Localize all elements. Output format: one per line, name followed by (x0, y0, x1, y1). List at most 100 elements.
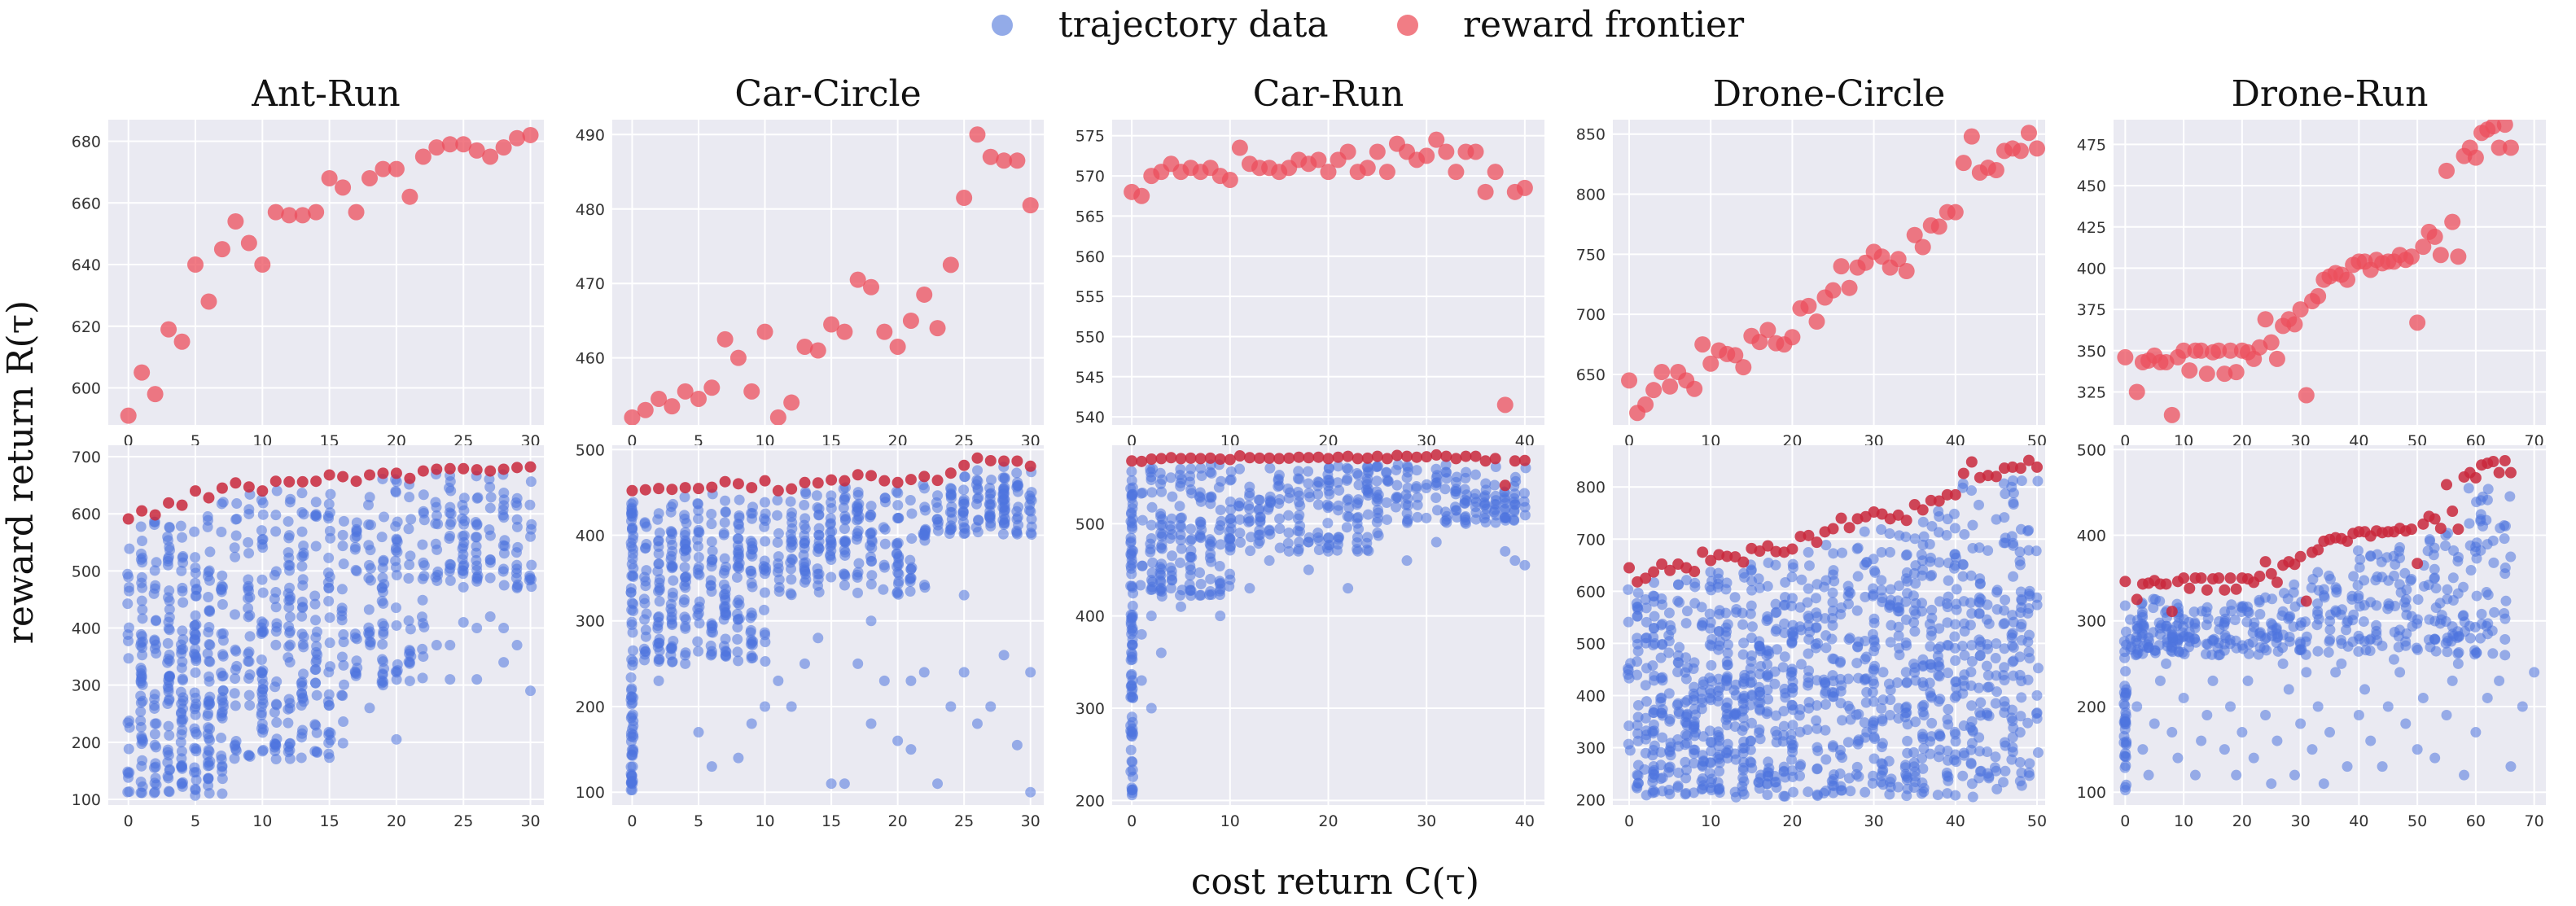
trajectory-point (1965, 680, 1977, 691)
frontier-point (1914, 239, 1931, 256)
trajectory-point (1126, 507, 1137, 519)
trajectory-point (1723, 745, 1734, 756)
trajectory-point (1146, 519, 1157, 531)
y-tick-label: 480 (576, 201, 605, 219)
trajectory-point (257, 509, 269, 520)
trajectory-point (390, 542, 401, 554)
trajectory-point (122, 568, 134, 580)
trajectory-point (484, 611, 496, 622)
frontier-point (173, 333, 191, 350)
trajectory-point (2014, 669, 2026, 681)
trajectory-point (203, 757, 214, 768)
x-tick-label: 20 (387, 812, 406, 830)
trajectory-point (2015, 711, 2026, 722)
trajectory-point (747, 513, 758, 524)
trajectory-point (1754, 681, 1765, 693)
frontier-point (1990, 471, 2002, 483)
trajectory-point (1155, 647, 1167, 659)
trajectory-point (404, 492, 415, 503)
trajectory-point (1973, 499, 1984, 510)
trajectory-point (283, 595, 295, 606)
trajectory-point (1787, 720, 1798, 731)
trajectory-point (1175, 522, 1186, 533)
trajectory-point (970, 522, 982, 533)
trajectory-point (1958, 747, 1969, 759)
trajectory-point (1175, 513, 1186, 524)
trajectory-point (2032, 475, 2044, 487)
frontier-point (2263, 334, 2280, 351)
trajectory-point (1859, 526, 1870, 537)
trajectory-point (1728, 685, 1740, 696)
trajectory-point (799, 658, 810, 669)
trajectory-point (1452, 511, 1463, 523)
legend-marker-trajectory (992, 15, 1013, 36)
trajectory-point (628, 497, 639, 508)
trajectory-point (1959, 529, 1970, 541)
points (1125, 449, 1531, 801)
trajectory-point (150, 580, 161, 591)
trajectory-point (1738, 789, 1750, 800)
points (1621, 125, 2045, 422)
trajectory-point (2442, 584, 2453, 595)
trajectory-point (1025, 667, 1036, 678)
trajectory-point (243, 602, 254, 614)
trajectory-point (2417, 692, 2429, 703)
trajectory-point (298, 509, 309, 520)
trajectory-point (666, 618, 677, 629)
trajectory-point (2277, 658, 2289, 669)
trajectory-point (2353, 590, 2364, 602)
trajectory-point (123, 622, 134, 633)
trajectory-point (984, 498, 995, 510)
trajectory-point (444, 533, 455, 545)
trajectory-point (1640, 680, 1651, 691)
trajectory-point (151, 648, 162, 659)
trajectory-point (2452, 648, 2464, 659)
trajectory-point (175, 520, 186, 532)
trajectory-point (1013, 519, 1024, 531)
frontier-point (1640, 572, 1652, 584)
trajectory-point (1982, 545, 1994, 556)
x-tick-label: 10 (1220, 812, 1240, 830)
x-tick-label: 0 (124, 812, 134, 830)
trajectory-point (2154, 675, 2166, 686)
trajectory-point (2289, 579, 2300, 590)
trajectory-point (1175, 601, 1186, 612)
trajectory-point (2120, 747, 2131, 759)
trajectory-point (2301, 631, 2312, 642)
trajectory-point (1333, 532, 1344, 543)
frontier-point (1662, 378, 1679, 395)
trajectory-point (1957, 571, 1969, 582)
trajectory-point (363, 604, 375, 615)
trajectory-point (1967, 791, 1978, 803)
trajectory-point (244, 699, 256, 711)
frontier-point (863, 278, 879, 295)
trajectory-point (1363, 484, 1374, 495)
trajectory-point (284, 698, 296, 709)
trajectory-point (283, 530, 295, 541)
frontier-point (243, 481, 255, 493)
trajectory-point (1934, 744, 1946, 755)
frontier-point (401, 188, 418, 205)
trajectory-point (2014, 757, 2026, 768)
trajectory-point (2166, 632, 2178, 643)
trajectory-point (164, 786, 175, 798)
trajectory-point (230, 530, 242, 541)
trajectory-point (164, 624, 175, 636)
trajectory-point (2219, 638, 2230, 650)
trajectory-point (1967, 519, 1978, 531)
trajectory-point (1852, 672, 1864, 684)
frontier-point (1811, 536, 1823, 549)
trajectory-point (1680, 618, 1692, 629)
trajectory-point (865, 615, 877, 627)
trajectory-point (2471, 590, 2482, 602)
trajectory-point (2006, 481, 2017, 492)
trajectory-point (418, 571, 430, 582)
trajectory-point (839, 580, 850, 591)
trajectory-point (1731, 603, 1742, 615)
trajectory-point (2489, 606, 2500, 618)
trajectory-point (706, 561, 717, 572)
frontier-point (2496, 120, 2513, 133)
trajectory-point (377, 638, 388, 650)
frontier-point (1835, 512, 1847, 524)
trajectory-point (135, 697, 147, 708)
